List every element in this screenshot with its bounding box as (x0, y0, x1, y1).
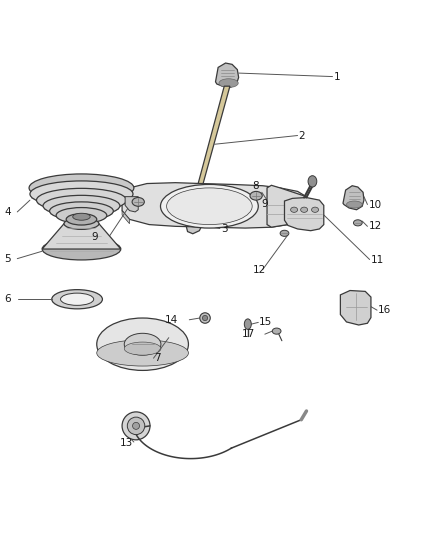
Text: 6: 6 (4, 294, 11, 304)
Ellipse shape (346, 201, 362, 208)
Ellipse shape (250, 191, 262, 200)
Ellipse shape (50, 211, 113, 217)
Polygon shape (122, 183, 306, 228)
Ellipse shape (290, 207, 297, 212)
Ellipse shape (200, 313, 210, 323)
Text: 1: 1 (333, 71, 340, 82)
Ellipse shape (52, 289, 102, 309)
Text: 4: 4 (4, 207, 11, 217)
Ellipse shape (44, 205, 119, 213)
Ellipse shape (272, 328, 281, 334)
Ellipse shape (42, 238, 121, 260)
Ellipse shape (57, 215, 106, 221)
Polygon shape (125, 197, 138, 212)
Ellipse shape (122, 412, 150, 440)
Polygon shape (122, 211, 130, 224)
Ellipse shape (124, 342, 161, 355)
Polygon shape (215, 63, 239, 87)
Ellipse shape (132, 198, 145, 206)
Polygon shape (42, 224, 121, 249)
Ellipse shape (219, 79, 238, 87)
Text: 13: 13 (120, 438, 133, 448)
Ellipse shape (311, 207, 318, 212)
Ellipse shape (36, 188, 127, 212)
Ellipse shape (56, 207, 107, 223)
Text: 12: 12 (368, 221, 381, 231)
Text: 8: 8 (253, 181, 259, 191)
Ellipse shape (202, 316, 208, 321)
Text: 9: 9 (262, 199, 268, 209)
Ellipse shape (37, 199, 126, 208)
Ellipse shape (124, 333, 161, 355)
Polygon shape (187, 86, 230, 230)
Text: 2: 2 (298, 131, 305, 141)
Polygon shape (186, 217, 202, 234)
Ellipse shape (30, 181, 133, 207)
Ellipse shape (133, 422, 140, 430)
Polygon shape (218, 191, 237, 217)
Ellipse shape (244, 319, 251, 329)
Text: 12: 12 (253, 264, 266, 274)
Ellipse shape (280, 230, 289, 236)
Ellipse shape (127, 417, 145, 434)
Text: 16: 16 (378, 305, 391, 315)
Text: 9: 9 (91, 232, 98, 242)
Ellipse shape (43, 195, 120, 216)
Ellipse shape (160, 184, 258, 228)
Polygon shape (267, 185, 306, 227)
Text: 14: 14 (165, 315, 178, 325)
Ellipse shape (66, 214, 97, 225)
Text: 11: 11 (371, 255, 384, 264)
Ellipse shape (353, 220, 362, 226)
Polygon shape (343, 185, 364, 210)
Text: 10: 10 (368, 199, 381, 209)
Text: 7: 7 (154, 353, 161, 363)
Ellipse shape (166, 188, 252, 224)
Ellipse shape (308, 176, 317, 187)
Ellipse shape (29, 174, 134, 202)
Ellipse shape (73, 213, 90, 220)
Ellipse shape (300, 207, 307, 212)
Ellipse shape (64, 218, 99, 229)
Ellipse shape (31, 193, 132, 203)
Polygon shape (285, 198, 324, 231)
Ellipse shape (97, 318, 188, 370)
Ellipse shape (97, 340, 188, 366)
Ellipse shape (49, 202, 113, 220)
Text: 15: 15 (259, 317, 272, 327)
Text: 3: 3 (221, 223, 227, 233)
Text: 17: 17 (241, 329, 255, 339)
Polygon shape (340, 290, 371, 325)
Ellipse shape (60, 293, 94, 305)
Text: 5: 5 (4, 254, 11, 264)
